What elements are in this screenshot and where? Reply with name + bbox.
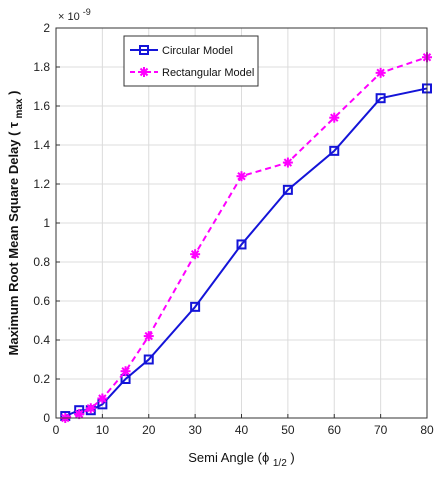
rectangular-model-point [375, 67, 386, 78]
circular-model-line [64, 87, 428, 417]
y-tick-label: 2 [43, 21, 50, 35]
x-tick-label: 20 [142, 423, 156, 437]
x-tick-label: 80 [420, 423, 434, 437]
grid [55, 27, 428, 419]
y-multiplier-exp: -9 [83, 7, 91, 17]
y-axis-label-main: Maximum Root Mean Square Delay ( τ [6, 122, 21, 356]
y-axis-label-sub: max [14, 98, 25, 118]
x-tick-label: 10 [96, 423, 110, 437]
x-tick-label: 30 [188, 423, 202, 437]
circular-model-point [143, 354, 154, 365]
x-axis-label-sub: 1/2 [273, 458, 287, 469]
y-tick-label: 0 [43, 411, 50, 425]
circular-model-point [375, 93, 386, 104]
y-multiplier: × 10 -9 [58, 7, 91, 23]
y-tick-label: 1.8 [33, 60, 50, 74]
x-axis-label-main: Semi Angle (ϕ [188, 450, 269, 465]
y-axis-label-tail: ) [6, 91, 21, 95]
y-tick-label: 0.8 [33, 255, 50, 269]
legend: Circular Model Rectangular Model [123, 35, 259, 87]
x-axis-label: Semi Angle (ϕ 1/2 ) [188, 450, 294, 469]
circular-model-point [236, 239, 247, 250]
rectangular-model-point [329, 112, 340, 123]
rectangular-model-point [236, 171, 247, 182]
rectangular-model-point [190, 249, 201, 260]
y-tick-label: 1.4 [33, 138, 50, 152]
y-axis-label: Maximum Root Mean Square Delay ( τ max ) [6, 91, 25, 356]
x-tick-label: 60 [328, 423, 342, 437]
x-tick-label: 70 [374, 423, 388, 437]
x-axis-label-tail: ) [290, 450, 294, 465]
y-tick-label: 0.4 [33, 333, 50, 347]
y-tick-label: 0.6 [33, 294, 50, 308]
x-tick-label: 0 [53, 423, 60, 437]
legend-marker [139, 67, 149, 77]
circular-model-point [190, 301, 201, 312]
legend-item-circular-model: Circular Model [130, 45, 233, 57]
legend-marker [139, 45, 149, 55]
rectangular-model-point [282, 157, 293, 168]
circular-model-point [329, 145, 340, 156]
x-tick-label: 40 [235, 423, 249, 437]
y-multiplier-base: × 10 [58, 11, 80, 23]
y-tick-label: 1.2 [33, 177, 50, 191]
rectangular-model-point [85, 403, 96, 414]
rectangular-model-point [120, 366, 131, 377]
legend-label: Rectangular Model [162, 67, 254, 79]
series-layer [60, 52, 432, 423]
y-tick-label: 1 [43, 216, 50, 230]
legend-item-rectangular-model: Rectangular Model [130, 67, 254, 79]
legend-label: Circular Model [162, 45, 233, 57]
rectangular-model-point [97, 393, 108, 404]
y-tick-label: 1.6 [33, 99, 50, 113]
y-tick-label: 0.2 [33, 372, 50, 386]
rectangular-model-point [74, 409, 85, 420]
rectangular-model-point [143, 331, 154, 342]
ticks: 0 10 20 30 40 50 60 70 80 0 0.2 0.4 0.6 0.8 1 1.2 1.4 1.6… [33, 21, 434, 437]
x-tick-label: 50 [281, 423, 295, 437]
circular-model-point [282, 184, 293, 195]
legend-box [123, 35, 259, 87]
